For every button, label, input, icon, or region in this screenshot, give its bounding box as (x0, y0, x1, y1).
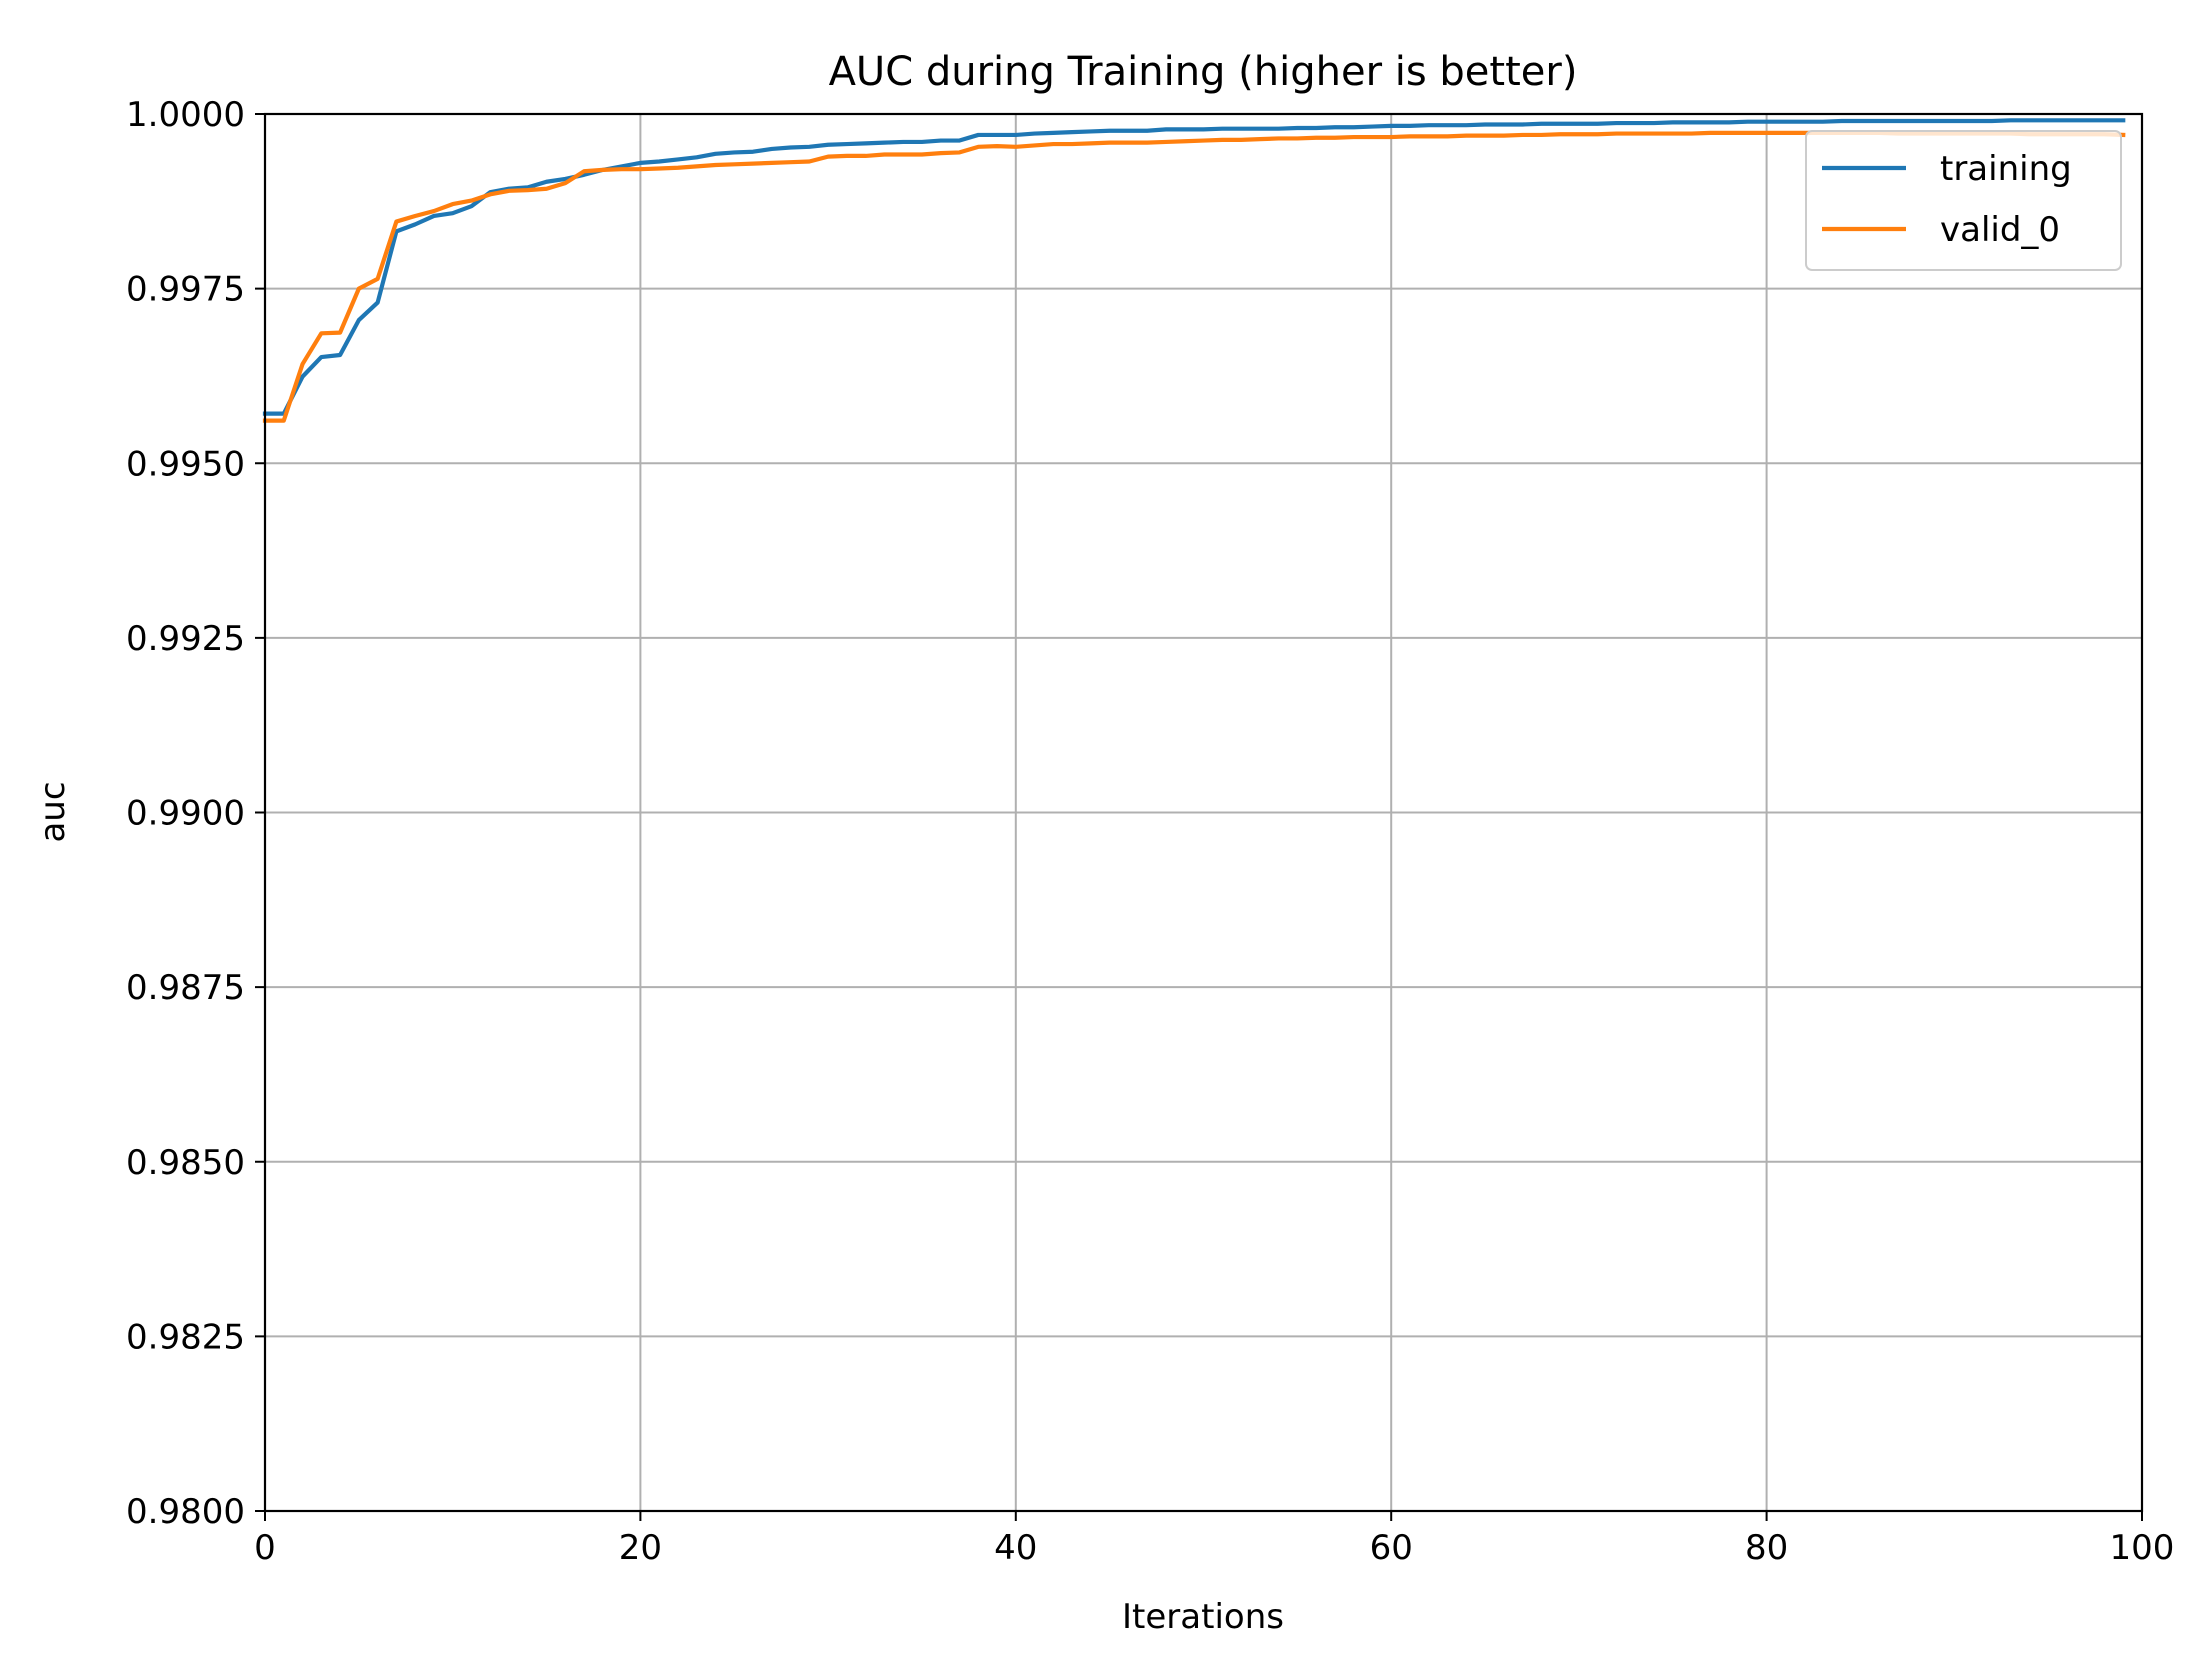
x-tick-label: 40 (994, 1528, 1037, 1568)
x-tick-label: 0 (254, 1528, 276, 1568)
y-axis-label: auc (33, 781, 73, 842)
x-tick-label: 60 (1370, 1528, 1413, 1568)
y-tick-label: 0.9950 (126, 444, 245, 484)
y-tick-label: 0.9825 (126, 1317, 245, 1357)
x-tick-label: 80 (1745, 1528, 1788, 1568)
y-tick-label: 0.9850 (126, 1143, 245, 1183)
x-axis-label: Iterations (1122, 1597, 1284, 1637)
y-tick-label: 0.9900 (126, 794, 245, 834)
chart-title: AUC during Training (higher is better) (829, 49, 1578, 95)
y-tick-label: 0.9875 (126, 968, 245, 1008)
axis-ticks: 0 20 40 60 80 100 0.9800 0.9825 0.9850 0.9875 0.99… (126, 95, 2174, 1568)
legend: training valid_0 (1805, 130, 2122, 271)
y-tick-label: 0.9800 (126, 1492, 245, 1532)
legend-label-training: training (1940, 149, 2072, 189)
legend-label-valid-0: valid_0 (1940, 210, 2060, 250)
y-tick-label: 0.9975 (126, 270, 245, 310)
y-tick-label: 1.0000 (126, 95, 245, 135)
legend-box (1805, 130, 2122, 271)
x-tick-label: 20 (619, 1528, 662, 1568)
x-tick-label: 100 (2110, 1528, 2175, 1568)
y-tick-label: 0.9925 (126, 619, 245, 659)
